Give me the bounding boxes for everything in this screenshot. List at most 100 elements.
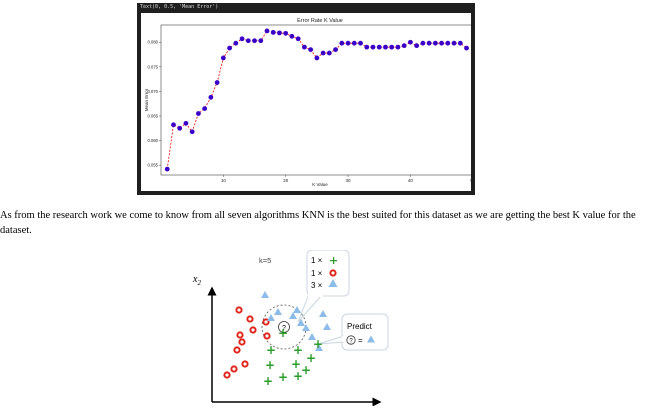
error-rate-point xyxy=(277,30,282,36)
error-rate-point xyxy=(364,44,370,50)
knn-illustration: x2 k=5 1 × + 1 × 3 × Predict ? = xyxy=(192,249,389,407)
error-rate-point xyxy=(270,29,276,35)
error-rate-point xyxy=(164,166,170,172)
error-rate-point xyxy=(345,40,351,46)
error-rate-point xyxy=(227,45,232,51)
error-rate-point xyxy=(196,111,201,116)
x-axis-label: K Value xyxy=(312,182,328,187)
x2-axis-label: x2 xyxy=(192,274,201,287)
class-circle-point xyxy=(236,331,244,339)
error-rate-point xyxy=(432,40,438,46)
class-circle-point xyxy=(235,306,243,314)
error-rate-point xyxy=(214,80,220,85)
class-triangle-point xyxy=(261,291,269,298)
error-rate-point xyxy=(295,36,301,42)
error-rate-point xyxy=(177,125,183,131)
error-rate-point xyxy=(395,44,401,50)
error-rate-point xyxy=(414,43,420,49)
query-point-icon xyxy=(346,335,356,345)
vote-count-circle: 1 × xyxy=(311,269,323,278)
x-tick-label: 30 xyxy=(346,178,352,183)
error-rate-point xyxy=(252,38,257,44)
class-circle-point xyxy=(263,332,271,340)
class-circle-point xyxy=(241,360,249,368)
error-rate-point xyxy=(245,38,251,44)
error-rate-point xyxy=(439,40,444,46)
error-rate-point xyxy=(401,43,407,49)
error-rate-point xyxy=(445,40,451,46)
error-rate-point xyxy=(326,50,332,56)
svg-text:?: ? xyxy=(282,325,286,332)
error-rate-point xyxy=(426,40,432,46)
class-triangle-point xyxy=(293,306,301,313)
class-plus-point: + xyxy=(263,374,273,388)
class-circle-point xyxy=(230,365,238,373)
query-mark: ? xyxy=(349,339,353,345)
error-rate-point xyxy=(451,40,457,46)
vote-callout: 1 × + 1 × 3 × xyxy=(297,249,350,323)
class-triangle-point xyxy=(319,310,327,317)
error-rate-point xyxy=(314,55,320,61)
error-rate-point xyxy=(358,40,363,46)
error-rate-point xyxy=(233,40,239,46)
error-rate-chart: Error Rate K Value K Value Mean Error 10… xyxy=(144,18,471,187)
class-plus-point: + xyxy=(306,351,316,365)
x-tick-label: 40 xyxy=(408,178,414,183)
error-rate-point xyxy=(183,120,189,126)
class-triangle-point xyxy=(315,344,323,351)
x-tick-label: 20 xyxy=(283,178,289,183)
error-rate-point xyxy=(308,47,314,52)
error-rate-plot: Error Rate K Value K Value Mean Error 10… xyxy=(141,13,471,191)
notebook-output-cell: Text(0, 0.5, 'Mean Error') Error Rate K … xyxy=(137,3,475,195)
error-rate-point xyxy=(376,44,382,50)
error-rate-line xyxy=(166,30,467,170)
error-rate-point xyxy=(351,40,357,46)
error-rate-point xyxy=(258,38,264,44)
class-plus-point: + xyxy=(293,343,303,357)
class-plus-point: + xyxy=(301,363,311,377)
class-plus-point: + xyxy=(266,343,276,357)
k-label: k=5 xyxy=(259,256,271,265)
error-rate-point xyxy=(264,28,270,34)
knn-diagram: x2 k=5 1 × + 1 × 3 × Predict ? = xyxy=(190,249,400,407)
error-rate-point xyxy=(239,36,245,42)
error-rate-point xyxy=(189,129,195,135)
class-triangle-point xyxy=(289,312,297,319)
error-rate-point xyxy=(464,45,469,51)
class-triangle-point xyxy=(274,308,282,315)
error-rate-point xyxy=(457,40,463,46)
class-plus-point: + xyxy=(265,358,275,372)
triangle-icon xyxy=(328,279,338,287)
plot-frame xyxy=(160,24,471,176)
predict-label: Predict xyxy=(347,322,373,331)
circle-icon xyxy=(329,269,337,277)
class-triangle-point xyxy=(267,314,275,321)
error-rate-point xyxy=(202,106,208,112)
predict-callout: Predict ? = xyxy=(317,313,389,351)
error-rate-point xyxy=(283,30,289,36)
error-rate-point xyxy=(208,94,214,100)
class-circle-point xyxy=(246,315,254,323)
error-rate-point xyxy=(383,44,388,50)
class-triangle-point xyxy=(308,333,316,340)
error-rate-point xyxy=(171,122,176,128)
error-rate-point xyxy=(389,44,395,50)
class-plus-point: + xyxy=(291,357,301,371)
class-triangle-point xyxy=(297,319,305,326)
class-circle-point xyxy=(238,338,246,346)
class-circle-point xyxy=(233,346,241,354)
query-point: ? xyxy=(278,321,290,333)
prediction-triangle-icon xyxy=(367,335,375,343)
body-paragraph: As from the research work we come to kno… xyxy=(0,210,636,236)
code-output-text: Text(0, 0.5, 'Mean Error') xyxy=(140,4,219,10)
error-rate-point xyxy=(289,33,295,39)
error-rate-point xyxy=(333,47,338,52)
class-circle-point xyxy=(249,326,257,334)
chart-title: Error Rate K Value xyxy=(297,18,343,24)
y-axis-label: Mean Error xyxy=(144,88,149,111)
y-tick-label: 0.065 xyxy=(148,113,159,118)
y-tick-label: 0.075 xyxy=(148,64,159,69)
class-plus-point: + xyxy=(293,369,303,383)
vote-count-plus: 1 × xyxy=(311,256,323,265)
class-plus-point: + xyxy=(313,337,323,351)
